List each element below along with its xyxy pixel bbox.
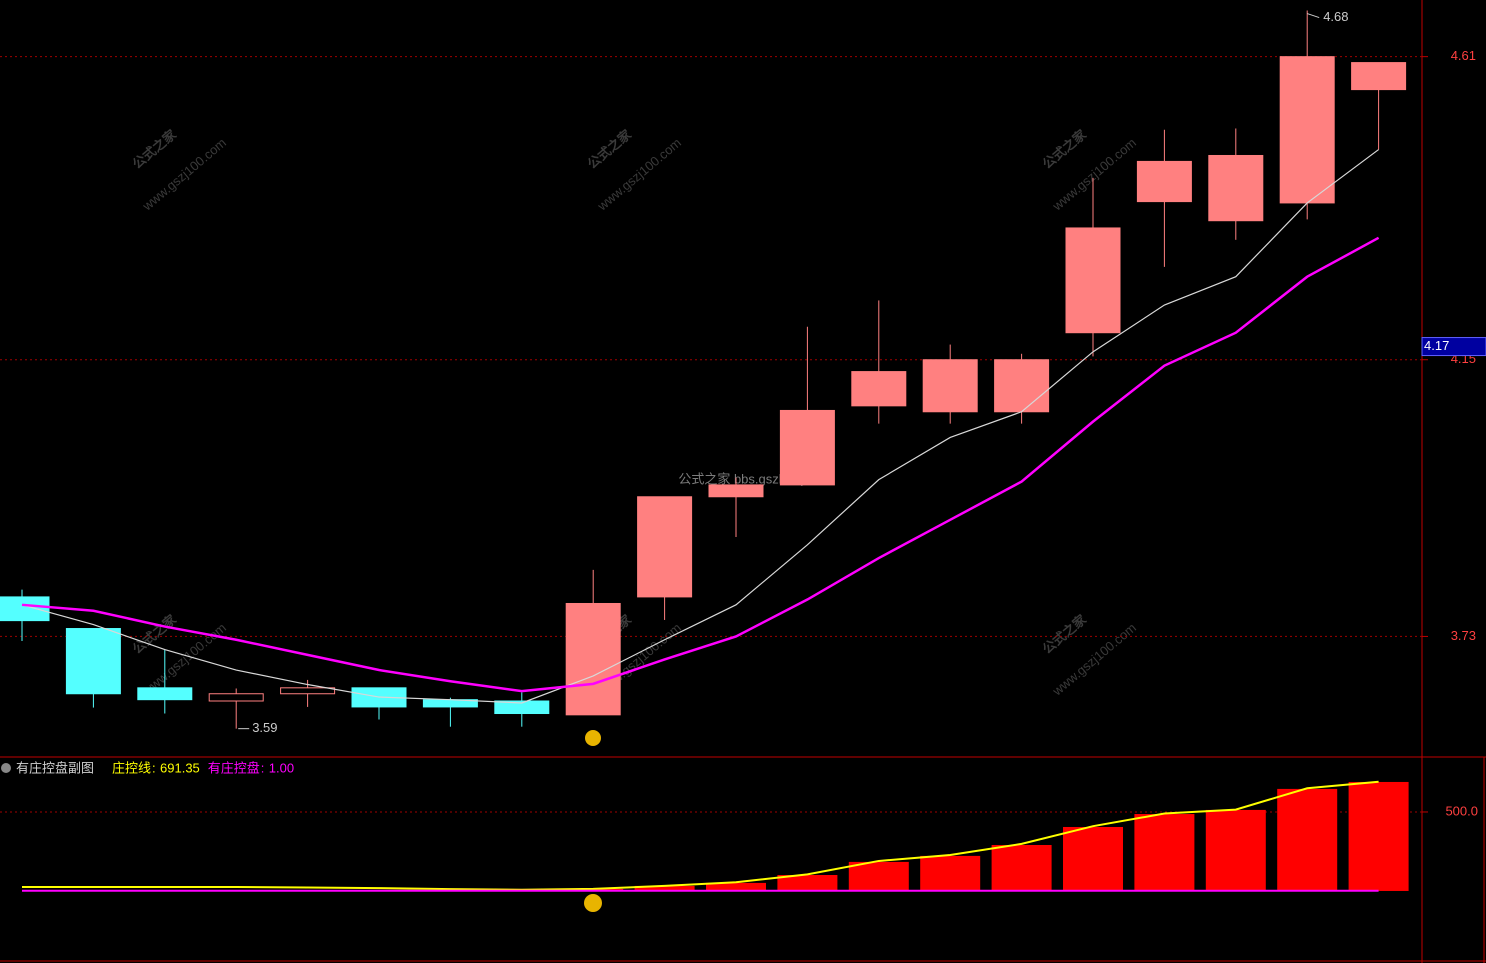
price-marker-label: 4.17 xyxy=(1424,338,1449,353)
legend-name: 庄控线 xyxy=(112,760,151,775)
bar xyxy=(634,885,695,891)
candle-body xyxy=(280,687,336,695)
candle-body xyxy=(637,496,693,598)
candle-body xyxy=(1136,160,1192,203)
watermark-main: 公式之家 bbs.gszb.top xyxy=(678,471,807,486)
bar xyxy=(1205,809,1266,891)
candle-body xyxy=(208,693,264,702)
moving-average xyxy=(21,236,1380,693)
bar xyxy=(1063,826,1123,891)
signal-icon xyxy=(584,894,602,912)
legend-name: 有庄控盘 xyxy=(208,760,260,775)
bar xyxy=(848,861,909,891)
bar xyxy=(706,882,766,891)
price-marker xyxy=(1421,337,1486,357)
indicator-line xyxy=(22,780,1379,891)
y-tick-label: 3.73 xyxy=(1451,628,1476,643)
low-annotation: 3.59 xyxy=(252,720,277,735)
candle-body xyxy=(1065,227,1121,334)
candle-body xyxy=(1208,154,1264,222)
y-tick-label: 500.0 xyxy=(1445,803,1478,818)
legend-sep: : xyxy=(152,760,156,775)
high-annotation: 4.68 xyxy=(1323,9,1348,24)
legend-sep: : xyxy=(261,760,265,775)
moving-average xyxy=(21,149,1379,704)
candle-body xyxy=(0,596,50,622)
bar xyxy=(1277,788,1338,891)
candle-body xyxy=(1279,56,1335,204)
signal-icon xyxy=(585,730,601,746)
candle-body xyxy=(1351,62,1407,91)
candle-body xyxy=(65,628,121,695)
candle-body xyxy=(994,359,1050,413)
annotation-arrow xyxy=(1307,13,1320,19)
collapse-icon[interactable] xyxy=(1,763,11,773)
y-tick-label: 4.61 xyxy=(1451,48,1476,63)
bar xyxy=(1348,781,1409,891)
candle-body xyxy=(708,484,764,498)
candle-body xyxy=(494,700,550,715)
bar xyxy=(991,844,1052,891)
candle-body xyxy=(851,371,907,407)
bar xyxy=(777,875,838,891)
panel-title: 有庄控盘副图 xyxy=(16,760,94,775)
bar xyxy=(1134,814,1195,891)
candle-body xyxy=(922,359,978,413)
candle-body xyxy=(565,602,621,716)
bar xyxy=(920,855,981,891)
candle-body xyxy=(137,687,193,701)
legend-value: 691.35 xyxy=(160,760,200,775)
legend-value: 1.00 xyxy=(269,760,294,775)
candle-body xyxy=(779,409,835,486)
